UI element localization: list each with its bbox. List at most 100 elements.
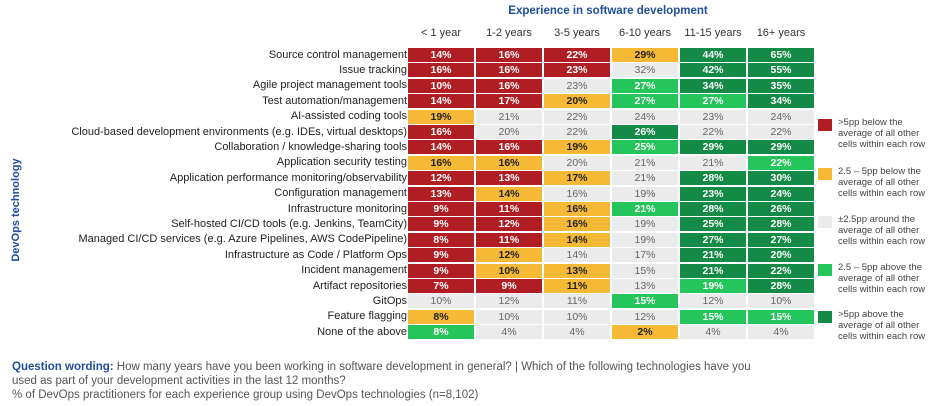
heatmap-cell: 11% [544, 279, 610, 293]
row-label: AI-assisted coding tools [290, 110, 407, 123]
heatmap-cell: 21% [476, 109, 542, 124]
heatmap-cell: 20% [748, 248, 814, 263]
heatmap-cell: 16% [476, 63, 542, 78]
heatmap-cell: 21% [680, 155, 746, 170]
question-text-continued: used as part of your development activit… [12, 375, 346, 387]
heatmap-cell: 22% [748, 125, 814, 139]
legend-label: 2.5 – 5pp above the average of all other… [838, 262, 926, 295]
heatmap-cell: 44% [680, 48, 746, 62]
heatmap-cell: 23% [544, 78, 610, 93]
heatmap-cell: 17% [612, 248, 678, 263]
heatmap-cell: 27% [680, 94, 746, 109]
heatmap-cell: 22% [680, 125, 746, 139]
heatmap-cell: 11% [476, 232, 542, 247]
heatmap-cell: 14% [408, 140, 474, 155]
heatmap-cell: 22% [748, 155, 814, 170]
heatmap-cell: 7% [408, 279, 474, 293]
base-note: % of DevOps practitioners for each exper… [12, 389, 479, 401]
heatmap-cell: 22% [544, 125, 610, 139]
heatmap-cell: 16% [476, 78, 542, 93]
heatmap-cell: 22% [748, 263, 814, 278]
heatmap-cell: 26% [612, 125, 678, 139]
heatmap-cell: 34% [680, 78, 746, 93]
heatmap-cell: 16% [408, 63, 474, 78]
row-label: Collaboration / knowledge-sharing tools [214, 140, 407, 153]
column-header: 1-2 years [486, 27, 532, 39]
heatmap-cell: 55% [748, 63, 814, 78]
legend-swatch [818, 264, 832, 276]
heatmap-cell: 19% [612, 232, 678, 247]
heatmap-cell: 35% [748, 78, 814, 93]
legend-label: >5pp above the average of all other cell… [838, 309, 926, 342]
heatmap-cell: 15% [612, 294, 678, 309]
heatmap-cell: 16% [544, 186, 610, 201]
heatmap-cell: 27% [680, 232, 746, 247]
row-label: Incident management [301, 264, 407, 277]
heatmap-cell: 28% [680, 202, 746, 216]
heatmap-cell: 10% [748, 294, 814, 309]
heatmap-cell: 17% [476, 94, 542, 109]
heatmap-cell: 4% [680, 325, 746, 340]
heatmap-cell: 27% [612, 78, 678, 93]
question-text: How many years have you been working in … [113, 361, 751, 373]
heatmap-cell: 25% [612, 140, 678, 155]
question-label: Question wording: [12, 361, 114, 373]
heatmap-cell: 34% [748, 94, 814, 109]
heatmap-cell: 9% [408, 217, 474, 232]
heatmap-cell: 11% [544, 294, 610, 309]
heatmap-cell: 21% [612, 171, 678, 186]
heatmap-cell: 12% [476, 217, 542, 232]
heatmap-cell: 10% [544, 309, 610, 324]
column-header: 16+ years [756, 27, 806, 39]
heatmap-cell: 12% [476, 294, 542, 309]
heatmap-cell: 14% [476, 186, 542, 201]
heatmap-cell: 25% [680, 217, 746, 232]
legend-swatch [818, 168, 832, 180]
column-header: 11-15 years [684, 27, 742, 39]
heatmap-cell: 9% [476, 279, 542, 293]
heatmap-cell: 19% [544, 140, 610, 155]
heatmap-cell: 10% [476, 263, 542, 278]
heatmap-cell: 10% [408, 294, 474, 309]
heatmap-cell: 4% [476, 325, 542, 340]
row-label: None of the above [317, 325, 407, 338]
heatmap-cell: 15% [680, 309, 746, 324]
heatmap-cell: 30% [748, 171, 814, 186]
heatmap-cell: 14% [544, 248, 610, 263]
heatmap-cell: 17% [544, 171, 610, 186]
heatmap-cell: 23% [544, 63, 610, 78]
legend-label: ±2.5pp around the average of all other c… [838, 214, 926, 247]
heatmap-cell: 12% [408, 171, 474, 186]
heatmap-cell: 16% [408, 125, 474, 139]
heatmap-cell: 16% [476, 48, 542, 62]
heatmap-cell: 2% [612, 325, 678, 340]
heatmap-cell: 27% [748, 232, 814, 247]
heatmap-cell: 29% [612, 48, 678, 62]
heatmap-cell: 11% [476, 202, 542, 216]
heatmap-cell: 26% [748, 202, 814, 216]
heatmap-cell: 15% [612, 263, 678, 278]
heatmap-cell: 9% [408, 202, 474, 216]
row-label: Source control management [268, 48, 407, 61]
heatmap-cell: 42% [680, 63, 746, 78]
heatmap-cell: 16% [476, 140, 542, 155]
heatmap-cell: 21% [680, 263, 746, 278]
legend-label: 2.5 – 5pp below the average of all other… [838, 166, 926, 199]
heatmap-cell: 8% [408, 309, 474, 324]
heatmap-cell: 12% [476, 248, 542, 263]
heatmap-cell: 12% [612, 309, 678, 324]
heatmap-cell: 32% [612, 63, 678, 78]
row-label: Agile project management tools [252, 79, 407, 92]
heatmap-cell: 28% [748, 279, 814, 293]
heatmap-cell: 8% [408, 325, 474, 340]
legend-swatch [818, 311, 832, 323]
heatmap-cell: 14% [408, 94, 474, 109]
heatmap-cell: 24% [748, 109, 814, 124]
heatmap-cell: 22% [544, 109, 610, 124]
heatmap-cell: 24% [748, 186, 814, 201]
heatmap-cell: 14% [544, 232, 610, 247]
heatmap-cell: 4% [748, 325, 814, 340]
heatmap-cell: 21% [612, 202, 678, 216]
heatmap-cell: 14% [408, 48, 474, 62]
